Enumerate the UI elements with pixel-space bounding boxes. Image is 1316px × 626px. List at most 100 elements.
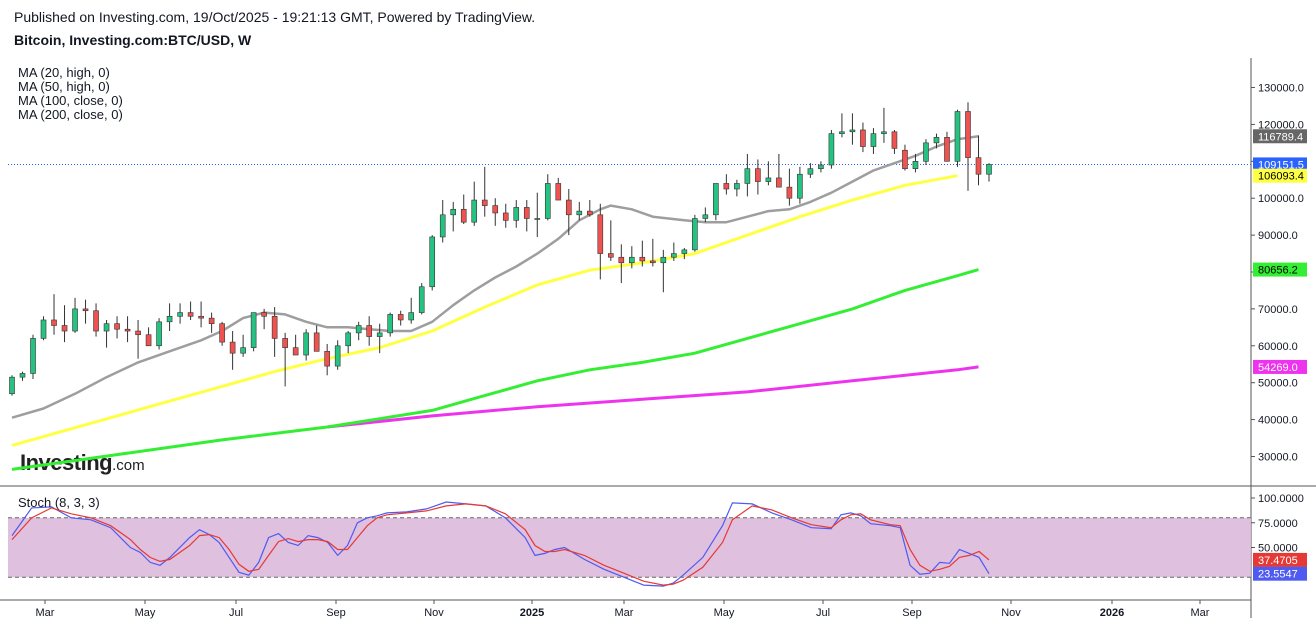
candle-body <box>818 164 824 169</box>
candle-body <box>166 315 173 323</box>
ma20-line <box>11 135 979 419</box>
candle <box>166 303 173 332</box>
candle <box>324 343 330 376</box>
candle-body <box>303 332 309 356</box>
price-tick-label: 100000.0 <box>1258 193 1304 205</box>
candle-body <box>860 129 866 147</box>
candle <box>765 161 772 186</box>
candle <box>608 220 614 261</box>
candle-body <box>250 312 257 348</box>
candle <box>786 168 793 206</box>
candle <box>660 249 667 293</box>
candle <box>376 323 383 354</box>
candle <box>954 109 961 167</box>
candle-body <box>261 312 267 317</box>
candle <box>902 144 908 171</box>
candle <box>282 332 288 387</box>
candle-body <box>72 308 78 332</box>
candle-body <box>639 256 646 262</box>
candle <box>250 312 257 352</box>
price-tick-label: 40000.0 <box>1258 415 1298 427</box>
time-tick-label: Sep <box>326 607 346 619</box>
candle <box>355 321 362 341</box>
time-tick-label: Sep <box>902 607 922 619</box>
legend-ma100[interactable]: MA (100, close, 0) <box>18 93 123 108</box>
candle-body <box>986 164 992 175</box>
candle <box>198 301 204 328</box>
price-tick-label: 130000.0 <box>1258 83 1304 95</box>
candle-body <box>282 338 288 348</box>
candle <box>681 248 688 260</box>
candle <box>397 310 404 326</box>
candle <box>923 139 929 165</box>
candle-body <box>366 325 372 337</box>
legend-ma50[interactable]: MA (50, high, 0) <box>18 79 110 94</box>
candle <box>61 305 68 343</box>
stoch-value-label: 23.5547 <box>1258 569 1298 581</box>
candle <box>492 198 499 226</box>
candle-body <box>692 218 698 251</box>
time-tick-label: Mar <box>615 607 634 619</box>
last-value-badge <box>1253 359 1307 374</box>
candle-body <box>975 157 982 175</box>
candle <box>702 207 709 223</box>
candle-body <box>135 330 141 336</box>
stoch-title[interactable]: Stoch (8, 3, 3) <box>18 495 100 510</box>
candle <box>72 297 78 333</box>
candle <box>776 153 782 188</box>
candle-body <box>839 131 845 134</box>
candle <box>460 194 467 225</box>
candle <box>418 283 425 315</box>
last-value-label: 54269.0 <box>1258 362 1298 374</box>
candle-body <box>408 312 415 321</box>
candle <box>723 174 730 195</box>
candle <box>51 294 57 335</box>
candle-body <box>429 236 436 288</box>
candle <box>565 188 572 236</box>
candle <box>40 316 47 341</box>
candle-body <box>944 137 950 162</box>
candle <box>229 331 236 370</box>
candle <box>891 129 898 154</box>
price-tick-label: 70000.0 <box>1258 304 1298 316</box>
ma50-line <box>11 174 958 447</box>
candle-body <box>608 253 614 258</box>
candle <box>618 244 625 284</box>
candle-body <box>271 315 278 339</box>
candle <box>30 334 36 379</box>
candle <box>807 163 814 178</box>
candle-body <box>313 332 320 352</box>
candle <box>19 371 26 381</box>
candle-body <box>744 168 751 184</box>
candle <box>145 327 152 347</box>
candle <box>187 301 194 320</box>
time-tick-label: Mar <box>36 607 55 619</box>
candle-body <box>502 212 509 221</box>
candle <box>713 183 719 221</box>
candle-body <box>650 260 656 264</box>
candle-body <box>891 131 898 149</box>
candle <box>124 316 131 343</box>
candle <box>387 312 393 337</box>
candle-body <box>912 161 919 169</box>
candle-body <box>870 133 877 147</box>
candle <box>839 113 845 138</box>
legend-ma200[interactable]: MA (200, close, 0) <box>18 107 123 122</box>
candle <box>103 319 110 348</box>
candle-body <box>156 321 162 347</box>
candle-body <box>702 214 709 219</box>
last-value-badge <box>1253 168 1307 183</box>
investing-logo: Investing.com <box>20 450 145 476</box>
candle <box>860 122 866 153</box>
candle <box>471 181 478 226</box>
candle <box>208 312 215 333</box>
price-tick-label: 60000.0 <box>1258 341 1298 353</box>
candle-body <box>513 207 520 221</box>
candle-body <box>229 341 236 354</box>
candle <box>366 316 372 346</box>
candle-body <box>555 183 562 201</box>
legend-ma20[interactable]: MA (20, high, 0) <box>18 65 110 80</box>
chart-title: Bitcoin, Investing.com:BTC/USD, W <box>14 32 252 48</box>
